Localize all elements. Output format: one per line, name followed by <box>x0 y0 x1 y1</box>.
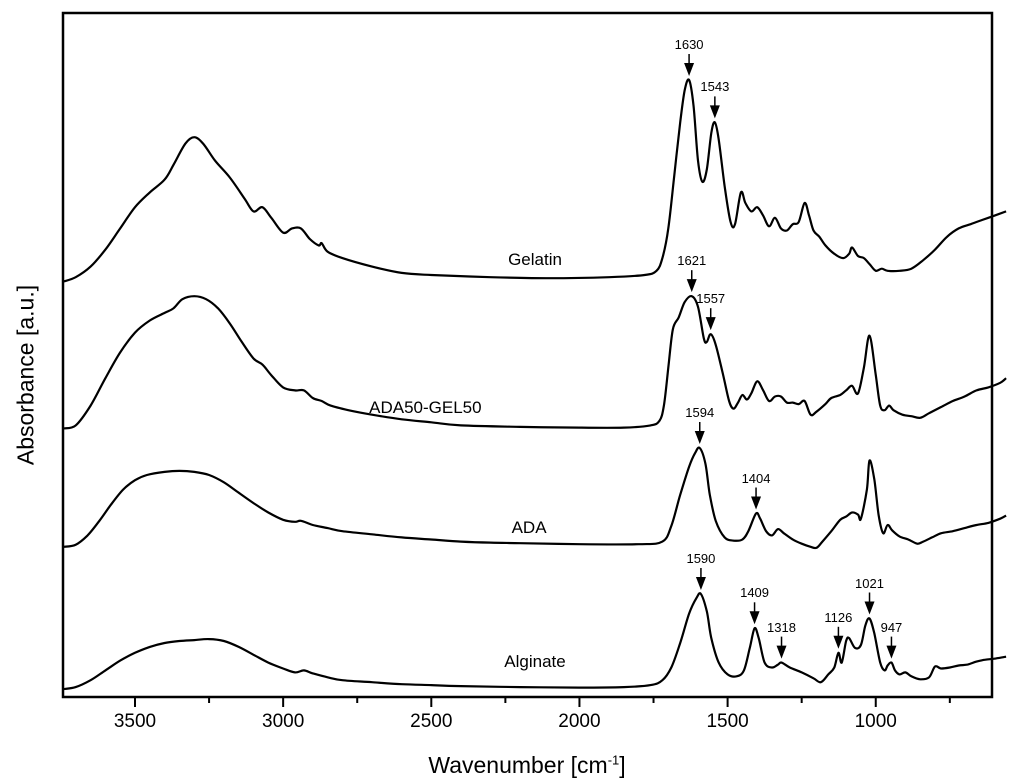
peak-arrows <box>684 54 897 659</box>
arrow-down-icon <box>705 317 716 331</box>
peak-label: 1621 <box>677 253 707 269</box>
peak-label: 1590 <box>686 551 716 566</box>
spectrum-curve-alginate <box>63 592 1007 691</box>
x-tick-label: 1000 <box>854 711 897 732</box>
x-tick-label: 2500 <box>410 711 453 732</box>
spectrum-curve-gelatin <box>63 78 1007 283</box>
arrow-down-icon <box>686 279 697 293</box>
x-axis-title-superscript: -1 <box>607 752 620 768</box>
x-tick-label: 1500 <box>706 711 749 732</box>
arrow-down-icon <box>695 577 706 590</box>
arrow-down-icon <box>749 611 760 625</box>
x-tick-label: 2000 <box>558 711 601 732</box>
arrow-down-icon <box>709 105 720 119</box>
spectrum-curve-ada <box>63 446 1007 550</box>
peak-label: 1318 <box>767 619 796 635</box>
series-label-gelatin: Gelatin <box>508 250 562 269</box>
peak-label: 947 <box>880 619 903 635</box>
x-axis-title-close: ] <box>619 752 626 778</box>
peak-label: 1630 <box>674 37 704 52</box>
peak-label: 1557 <box>696 291 726 307</box>
peak-label: 1543 <box>700 79 730 95</box>
peak-label: 1404 <box>741 470 771 486</box>
peak-label: 1594 <box>685 405 715 420</box>
peak-label: 1409 <box>740 585 770 601</box>
arrow-down-icon <box>684 63 695 76</box>
x-tick-label: 3500 <box>113 711 157 732</box>
peak-label: 1126 <box>824 609 853 625</box>
x-tick-label: 3000 <box>262 711 305 732</box>
x-axis-title-text: Wavenumber [cm <box>428 752 608 778</box>
spectra-curves <box>63 78 1007 691</box>
arrow-down-icon <box>776 645 787 659</box>
x-axis-title: Wavenumber [cm-1] <box>428 752 625 779</box>
arrow-down-icon <box>833 635 844 649</box>
arrow-down-icon <box>886 645 897 659</box>
y-axis-title: Absorbance [a.u.] <box>12 284 39 466</box>
series-label-alginate: Alginate <box>504 652 566 671</box>
series-label-ada50-gel50: ADA50-GEL50 <box>369 398 482 417</box>
arrow-down-icon <box>864 601 875 615</box>
x-axis-ticks <box>134 697 951 707</box>
series-label-ada: ADA <box>511 518 547 537</box>
plot-frame <box>61 11 994 699</box>
spectrum-curve-ada50-gel50 <box>63 294 1007 430</box>
arrow-down-icon <box>694 431 705 444</box>
peak-label: 1021 <box>855 575 884 591</box>
arrow-down-icon <box>751 496 762 510</box>
